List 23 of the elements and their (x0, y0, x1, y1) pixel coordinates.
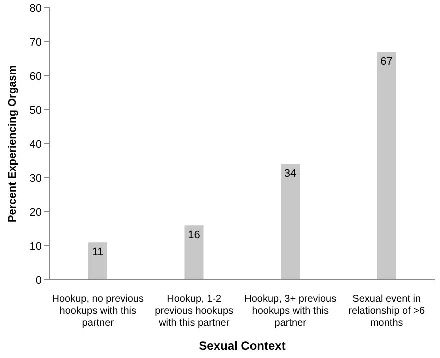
bar (281, 164, 300, 280)
y-tick-label: 70 (30, 36, 42, 49)
y-tick-label: 80 (30, 2, 42, 15)
y-tick-label: 50 (30, 104, 42, 117)
x-tick-label: Hookup, no previous hookups with this partner (52, 294, 144, 329)
y-tick-label: 60 (30, 70, 42, 83)
data-label: 34 (284, 168, 297, 180)
data-label: 67 (380, 56, 393, 68)
data-label: 11 (92, 246, 104, 258)
y-tick-label: 20 (30, 206, 42, 219)
y-tick-label: 40 (30, 138, 42, 151)
x-tick-label: Hookup, 3+ previous hookups with this partner (244, 294, 337, 329)
x-tick-label: Sexual event in relationship of >6 months (348, 294, 426, 329)
y-tick-label: 0 (36, 274, 42, 287)
x-tick-label: Hookup, 1-2 previous hookups with this partner (155, 294, 234, 329)
bar (88, 242, 108, 280)
y-axis-title: Percent Experiencing Orgasm (6, 65, 19, 223)
bar (184, 226, 204, 280)
y-tick-label: 30 (30, 172, 42, 185)
bar (377, 52, 396, 280)
x-axis-title: Sexual Context (199, 339, 286, 353)
data-label: 16 (188, 229, 200, 242)
y-tick-label: 10 (30, 240, 42, 253)
